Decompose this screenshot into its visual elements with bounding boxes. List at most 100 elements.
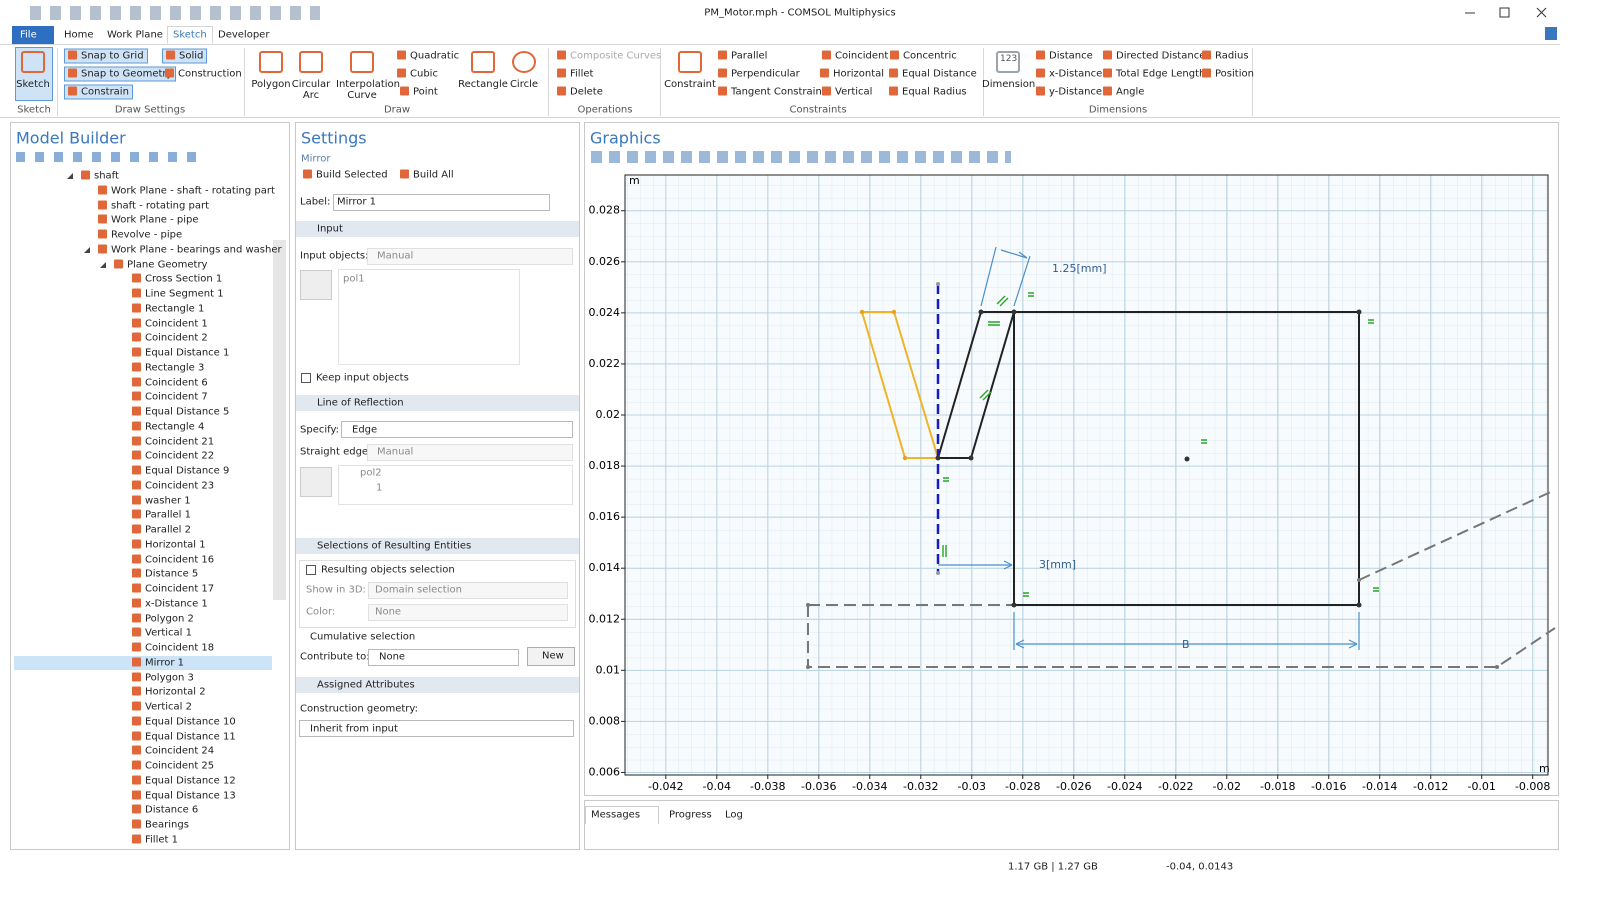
button-label[interactable]: New bbox=[542, 651, 564, 662]
tree-toolbar[interactable] bbox=[16, 152, 206, 162]
tree-item[interactable]: Vertical 1 bbox=[132, 628, 192, 639]
ribbon-button[interactable]: Equal Radius bbox=[889, 87, 967, 98]
tree-item[interactable]: Work Plane - shaft - rotating part bbox=[98, 185, 275, 196]
build-all-button[interactable]: Build All bbox=[400, 170, 454, 181]
tree-item[interactable]: Rectangle 4 bbox=[132, 421, 204, 432]
build-selected-button[interactable]: Build Selected bbox=[303, 170, 388, 181]
field-value[interactable]: Manual bbox=[377, 251, 413, 262]
ribbon-button[interactable]: Concentric bbox=[890, 51, 957, 62]
tree-item[interactable]: Work Plane - bearings and washer bbox=[98, 244, 282, 255]
selection-item[interactable]: 1 bbox=[376, 483, 382, 494]
selection-item[interactable]: pol1 bbox=[343, 274, 365, 285]
menu-tab[interactable]: Home bbox=[64, 30, 94, 41]
field-value[interactable]: Inherit from input bbox=[310, 724, 398, 735]
ribbon-button[interactable]: Constraint bbox=[664, 79, 716, 90]
field-value[interactable]: None bbox=[375, 607, 401, 618]
menu-tab[interactable]: Sketch bbox=[173, 30, 207, 41]
tree-item[interactable]: Equal Distance 12 bbox=[132, 775, 236, 786]
checkbox[interactable] bbox=[306, 565, 316, 575]
messages-tab[interactable]: Progress bbox=[669, 810, 712, 821]
messages-tab[interactable]: Log bbox=[725, 810, 743, 821]
tree-item[interactable]: Coincident 7 bbox=[132, 392, 208, 403]
tree-item[interactable]: Coincident 21 bbox=[132, 436, 214, 447]
checkbox-label[interactable]: Keep input objects bbox=[316, 373, 409, 384]
tree-item[interactable]: shaft - rotating part bbox=[98, 200, 209, 211]
tree-item[interactable]: Coincident 23 bbox=[132, 480, 214, 491]
tree-item[interactable]: Parallel 2 bbox=[132, 525, 191, 536]
ribbon-button[interactable]: Perpendicular bbox=[718, 69, 800, 80]
selection-toggle[interactable] bbox=[300, 467, 332, 497]
tree-expander[interactable] bbox=[100, 262, 106, 268]
tree-item[interactable]: shaft bbox=[81, 171, 119, 182]
tree-item[interactable]: Revolve - pipe bbox=[98, 230, 182, 241]
tree-item[interactable]: Coincident 17 bbox=[132, 584, 214, 595]
tree-item[interactable]: Polygon 3 bbox=[132, 672, 194, 683]
tree-item[interactable]: Equal Distance 5 bbox=[132, 407, 229, 418]
ribbon-button[interactable]: Dimension bbox=[982, 79, 1034, 90]
ribbon-button[interactable]: Coincident bbox=[822, 51, 888, 62]
graphics-toolbar[interactable] bbox=[591, 151, 1011, 163]
ribbon-toggle[interactable]: Snap to Grid bbox=[64, 49, 148, 64]
ribbon-button[interactable]: Circular Arc bbox=[285, 79, 337, 101]
ribbon-button[interactable]: Circle bbox=[498, 79, 550, 90]
tree-expander[interactable] bbox=[84, 247, 90, 253]
field-value[interactable]: Manual bbox=[377, 447, 413, 458]
ribbon-button[interactable]: Parallel bbox=[718, 51, 767, 62]
field-value[interactable]: None bbox=[379, 652, 405, 663]
dimension-label[interactable]: 1.25[mm] bbox=[1052, 262, 1107, 275]
tree-item[interactable]: Polygon 2 bbox=[132, 613, 194, 624]
section-title[interactable]: Assigned Attributes bbox=[317, 680, 415, 691]
menu-tab[interactable]: Developer bbox=[218, 30, 269, 41]
field-value[interactable]: Edge bbox=[352, 425, 377, 436]
tree-item[interactable]: Equal Distance 1 bbox=[132, 348, 229, 359]
ribbon-button[interactable]: Interpolation Curve bbox=[336, 79, 388, 101]
ribbon-button[interactable]: Distance bbox=[1036, 51, 1093, 62]
tree-item[interactable]: Coincident 1 bbox=[132, 318, 208, 329]
selection-item[interactable]: pol2 bbox=[360, 468, 382, 479]
tree-item[interactable]: Line Segment 1 bbox=[132, 289, 224, 300]
quick-access-toolbar[interactable] bbox=[30, 6, 320, 20]
ribbon-toggle[interactable]: Constrain bbox=[64, 85, 133, 100]
tree-item[interactable]: Rectangle 3 bbox=[132, 362, 204, 373]
tree-item[interactable]: Rectangle 1 bbox=[132, 303, 204, 314]
tree-item[interactable]: x-Distance 1 bbox=[132, 598, 208, 609]
menu-tab[interactable]: Work Plane bbox=[107, 30, 163, 41]
ribbon-button[interactable]: Horizontal bbox=[820, 69, 884, 80]
ribbon-button[interactable]: Construction bbox=[165, 69, 242, 80]
section-title[interactable]: Selections of Resulting Entities bbox=[317, 541, 471, 552]
tree-item[interactable]: Horizontal 2 bbox=[132, 687, 206, 698]
ribbon-button[interactable]: Quadratic bbox=[397, 51, 459, 62]
checkbox-checked[interactable] bbox=[301, 373, 311, 383]
tree-item[interactable]: washer 1 bbox=[132, 495, 191, 506]
ribbon-button[interactable]: Point bbox=[400, 87, 438, 98]
dimension-label[interactable]: 3[mm] bbox=[1039, 558, 1076, 571]
tree-item[interactable]: Mirror 1 bbox=[132, 657, 184, 668]
ribbon-toggle[interactable]: Snap to Geometry bbox=[64, 67, 176, 82]
tree-item[interactable]: Coincident 16 bbox=[132, 554, 214, 565]
section-title[interactable]: Input bbox=[317, 224, 343, 235]
ribbon-button[interactable]: y-Distance bbox=[1036, 87, 1102, 98]
tree-item[interactable]: Coincident 22 bbox=[132, 451, 214, 462]
checkbox-label[interactable]: Resulting objects selection bbox=[321, 565, 455, 576]
ribbon-button[interactable]: x-Distance bbox=[1036, 69, 1102, 80]
tree-item[interactable]: Equal Distance 9 bbox=[132, 466, 229, 477]
window-controls[interactable] bbox=[1455, 4, 1555, 22]
ribbon-button[interactable]: Position bbox=[1202, 69, 1254, 80]
tree-item[interactable]: Equal Distance 13 bbox=[132, 790, 236, 801]
tree-item[interactable]: Coincident 18 bbox=[132, 643, 214, 654]
tree-item[interactable]: Distance 6 bbox=[132, 805, 198, 816]
tree-item[interactable]: Bearings bbox=[132, 820, 189, 831]
tree-item[interactable]: Vertical 2 bbox=[132, 702, 192, 713]
tree-item[interactable]: Cross Section 1 bbox=[132, 274, 222, 285]
tree-item[interactable]: Coincident 24 bbox=[132, 746, 214, 757]
ribbon-button[interactable]: Cubic bbox=[397, 69, 438, 80]
menu-tab[interactable]: File bbox=[20, 30, 37, 41]
tree-item[interactable]: Distance 5 bbox=[132, 569, 198, 580]
messages-tab[interactable]: Messages bbox=[591, 810, 640, 821]
tree-item[interactable]: Parallel 1 bbox=[132, 510, 191, 521]
ribbon-button[interactable]: Vertical bbox=[822, 87, 872, 98]
tree-item[interactable]: Coincident 6 bbox=[132, 377, 208, 388]
dimension-label[interactable]: B bbox=[1182, 638, 1190, 651]
tree-item[interactable]: Fillet 1 bbox=[132, 834, 178, 845]
section-title[interactable]: Line of Reflection bbox=[317, 398, 404, 409]
